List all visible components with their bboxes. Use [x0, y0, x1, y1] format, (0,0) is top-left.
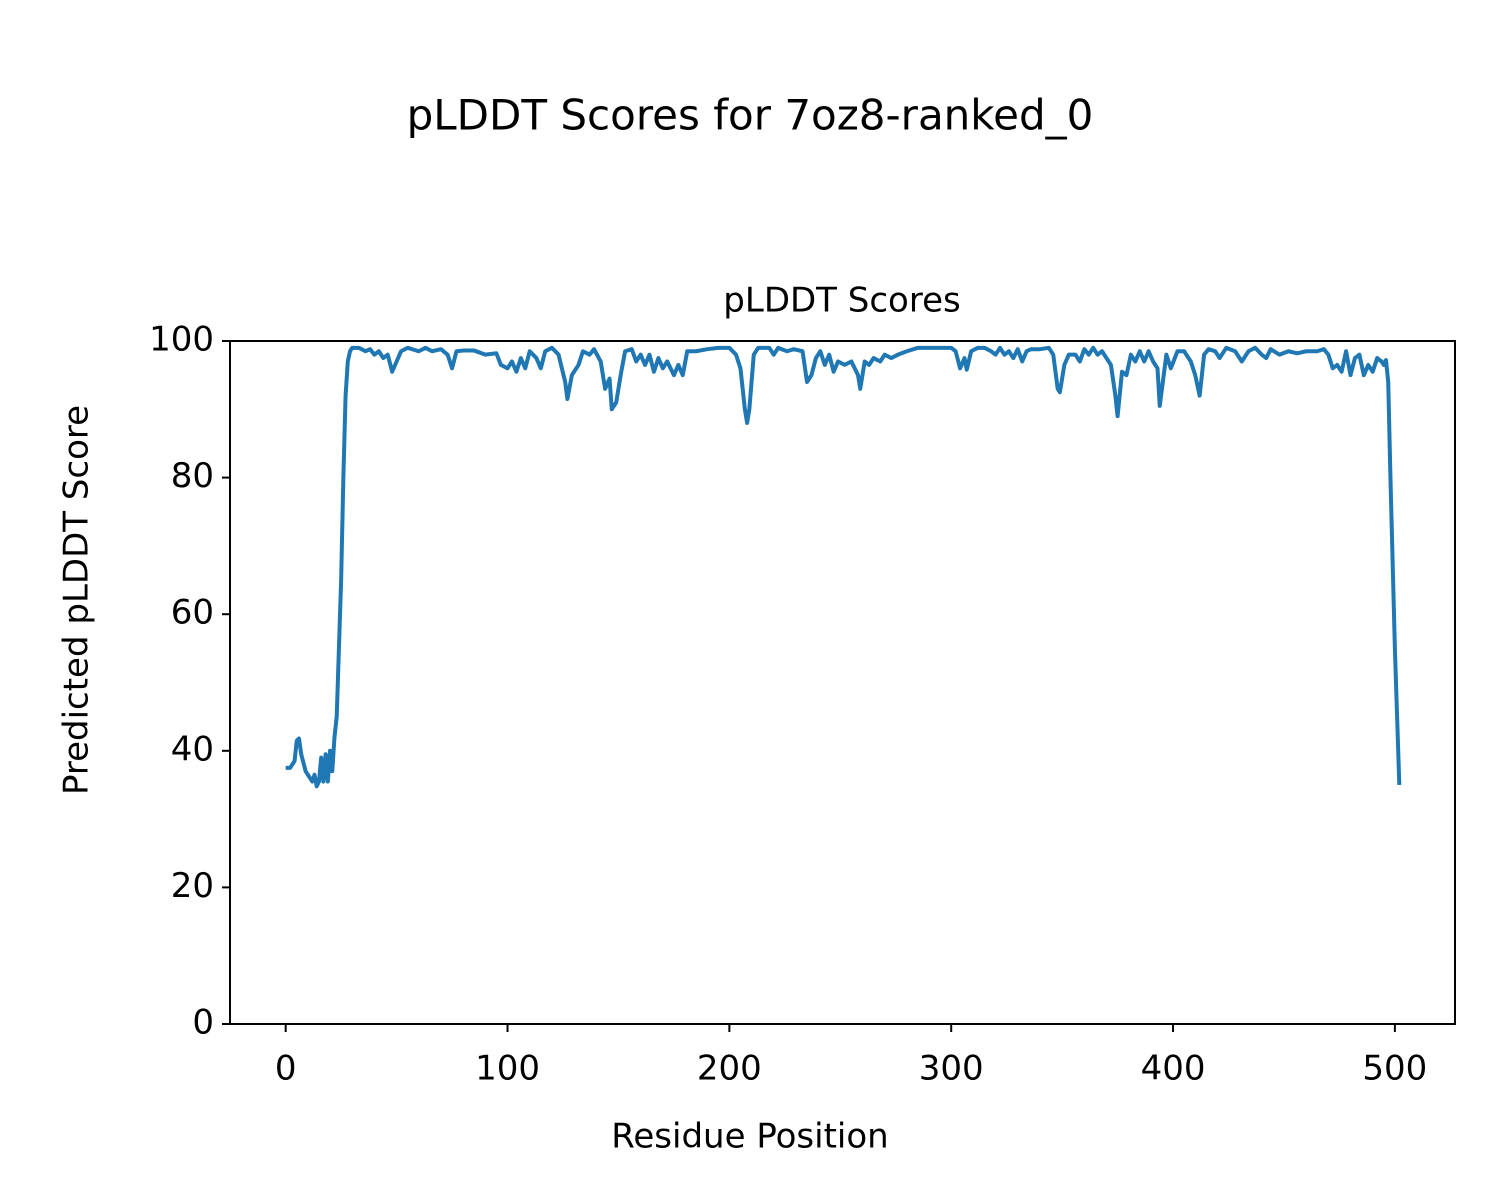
x-tick-label: 100	[475, 1049, 540, 1089]
x-tick-label: 500	[1362, 1049, 1427, 1089]
y-tick-label: 0	[192, 1003, 214, 1043]
chart-title: pLDDT Scores for 7oz8-ranked_0	[407, 91, 1094, 140]
y-axis-label: Predicted pLDDT Score	[57, 405, 97, 795]
axes-title: pLDDT Scores	[723, 281, 960, 321]
plot-frame	[229, 340, 1456, 1025]
y-tick-label: 20	[171, 866, 214, 906]
y-tick-label: 60	[171, 593, 214, 633]
y-tick-label: 40	[171, 729, 214, 769]
x-axis-label: Residue Position	[611, 1117, 888, 1157]
x-tick-label: 0	[275, 1049, 297, 1089]
x-tick-label: 400	[1141, 1049, 1206, 1089]
x-tick-label: 200	[697, 1049, 762, 1089]
data-line	[285, 345, 1402, 789]
y-tick-label: 100	[149, 320, 214, 360]
x-tick-label: 300	[919, 1049, 984, 1089]
y-tick-label: 80	[171, 456, 214, 496]
